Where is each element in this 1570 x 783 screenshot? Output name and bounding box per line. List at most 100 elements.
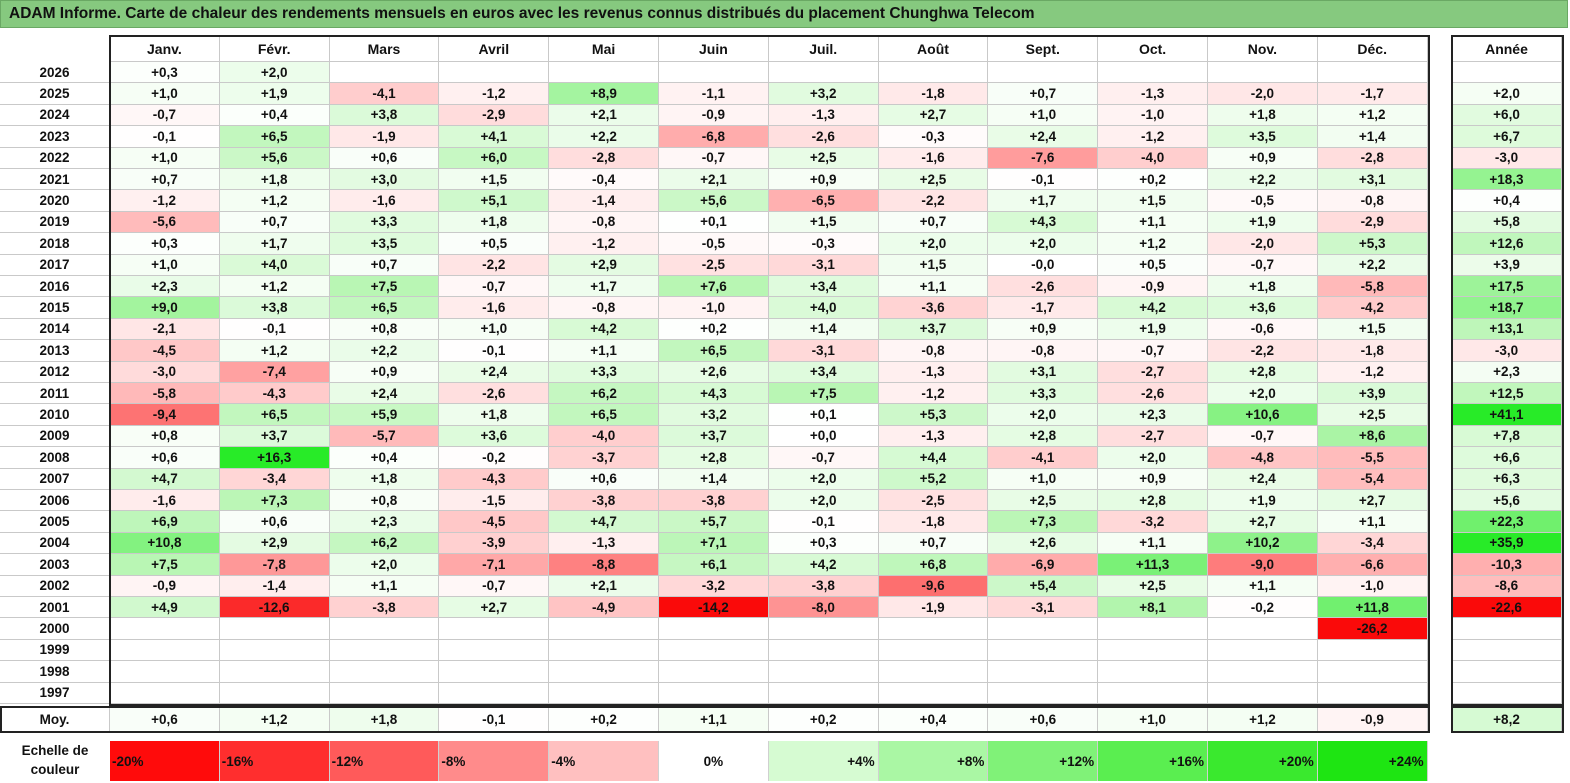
heatmap-cell: -9,6 — [878, 575, 989, 597]
heatmap-cell: -2,1 — [110, 318, 220, 341]
heatmap-cell: +5,4 — [988, 575, 1099, 597]
color-scale-step: -8% — [439, 741, 550, 781]
heatmap-cell — [329, 62, 440, 84]
heatmap-cell: +1,5 — [768, 211, 879, 234]
heatmap-cell: +4,1 — [439, 126, 550, 148]
average-cell: +1,0 — [1098, 708, 1208, 732]
heatmap-cell: -0,7 — [110, 104, 220, 127]
month-header: Nov. — [1208, 36, 1318, 62]
heatmap-cell: +0,7 — [878, 211, 989, 234]
heatmap-cell: +2,3 — [110, 276, 220, 298]
heatmap-cell: +7,3 — [219, 490, 330, 512]
heatmap-cell — [1208, 62, 1318, 84]
month-header: Janv. — [110, 36, 220, 62]
year-label: 2008 — [0, 447, 110, 469]
heatmap-cell: +3,7 — [659, 425, 769, 448]
heatmap-cell — [988, 682, 1099, 704]
heatmap-cell: +10,6 — [1208, 404, 1318, 426]
heatmap-cell: +5,6 — [219, 147, 330, 169]
color-scale-label: Echelle de couleur — [21, 743, 89, 777]
heatmap-cell: +2,7 — [878, 104, 989, 127]
heatmap-cell: +0,3 — [110, 62, 220, 84]
heatmap-cell: -1,3 — [878, 361, 989, 383]
heatmap-cell — [439, 639, 550, 662]
heatmap-cell: +2,5 — [988, 490, 1099, 512]
heatmap-cell: +0,6 — [329, 147, 440, 169]
heatmap-cell: +1,1 — [1208, 575, 1318, 597]
heatmap-cell: -1,3 — [1098, 83, 1208, 105]
year-label: 2003 — [0, 554, 110, 576]
annual-cell: +18,3 — [1452, 169, 1562, 191]
heatmap-cell: +1,4 — [1317, 126, 1428, 148]
heatmap-cell: +6,2 — [329, 532, 440, 555]
heatmap-cell: +7,3 — [988, 511, 1099, 533]
heatmap-cell: +0,7 — [110, 169, 220, 191]
heatmap-cell — [878, 661, 989, 683]
heatmap-cell: +3,3 — [549, 361, 659, 383]
heatmap-cell: -4,8 — [1208, 447, 1318, 469]
heatmap-cell: +6,9 — [110, 511, 220, 533]
year-label: 2001 — [0, 597, 110, 619]
month-header: Oct. — [1098, 36, 1208, 62]
heatmap-cell: -5,7 — [329, 425, 440, 448]
annual-cell: -10,3 — [1452, 554, 1562, 576]
heatmap-cell: +3,6 — [1208, 297, 1318, 319]
heatmap-cell: +11,8 — [1317, 597, 1428, 619]
heatmap-cell: -5,8 — [110, 383, 220, 405]
heatmap-cell: -2,7 — [1098, 425, 1208, 448]
heatmap-cell: +2,0 — [1208, 383, 1318, 405]
heatmap-cell: -1,2 — [439, 83, 550, 105]
heatmap-cell: -4,1 — [988, 447, 1099, 469]
heatmap-cell: -2,5 — [659, 254, 769, 276]
heatmap-cell: +0,9 — [1208, 147, 1318, 169]
heatmap-cell — [659, 618, 769, 640]
heatmap-cell: +2,5 — [1317, 404, 1428, 426]
color-scale-step: 0% — [659, 741, 769, 781]
heatmap-cell: +10,8 — [110, 532, 220, 555]
heatmap-cell: -5,5 — [1317, 447, 1428, 469]
average-annual-cell: +8,2 — [1452, 708, 1562, 732]
annual-cell: +7,8 — [1452, 425, 1562, 448]
heatmap-cell: +0,4 — [329, 447, 440, 469]
annual-cell: +5,8 — [1452, 211, 1562, 234]
month-header: Mai — [549, 36, 659, 62]
month-header: Avril — [439, 36, 550, 62]
year-label: 2006 — [0, 490, 110, 512]
heatmap-cell: +1,8 — [1208, 104, 1318, 127]
heatmap-cell: +7,6 — [659, 276, 769, 298]
heatmap-cell: +6,2 — [549, 383, 659, 405]
heatmap-cell: -4,5 — [110, 340, 220, 362]
year-label: 2017 — [0, 254, 110, 276]
heatmap-cell: +2,0 — [329, 554, 440, 576]
heatmap-cell: +2,5 — [1098, 575, 1208, 597]
annual-cell: -3,0 — [1452, 340, 1562, 362]
heatmap-cell: +0,9 — [988, 318, 1099, 341]
heatmap-cell: +4,3 — [659, 383, 769, 405]
year-label: 2014 — [0, 318, 110, 341]
heatmap-cell: -1,0 — [659, 297, 769, 319]
heatmap-cell — [768, 618, 879, 640]
heatmap-cell: +2,5 — [768, 147, 879, 169]
heatmap-cell: +0,9 — [768, 169, 879, 191]
heatmap-cell: +1,9 — [1208, 490, 1318, 512]
heatmap-cell: +5,3 — [1317, 233, 1428, 255]
heatmap-cell: +2,2 — [1208, 169, 1318, 191]
year-label: 2007 — [0, 468, 110, 490]
annual-cell: +6,6 — [1452, 447, 1562, 469]
heatmap-cell: +2,0 — [988, 233, 1099, 255]
heatmap-cell: +3,0 — [329, 169, 440, 191]
heatmap-cell: +1,5 — [878, 254, 989, 276]
color-scale-step: -12% — [329, 741, 440, 781]
heatmap-cell — [1098, 682, 1208, 704]
heatmap-cell: -6,9 — [988, 554, 1099, 576]
heatmap-cell: +1,2 — [1098, 233, 1208, 255]
year-label: 2026 — [0, 62, 110, 84]
heatmap-cell: -0,1 — [988, 169, 1099, 191]
heatmap-cell: +1,0 — [110, 254, 220, 276]
heatmap-cell — [1317, 62, 1428, 84]
heatmap-cell: +0,2 — [1098, 169, 1208, 191]
heatmap-cell — [768, 661, 879, 683]
heatmap-cell: +0,1 — [659, 211, 769, 234]
heatmap-cell: +0,0 — [768, 425, 879, 448]
heatmap-cell: -6,8 — [659, 126, 769, 148]
